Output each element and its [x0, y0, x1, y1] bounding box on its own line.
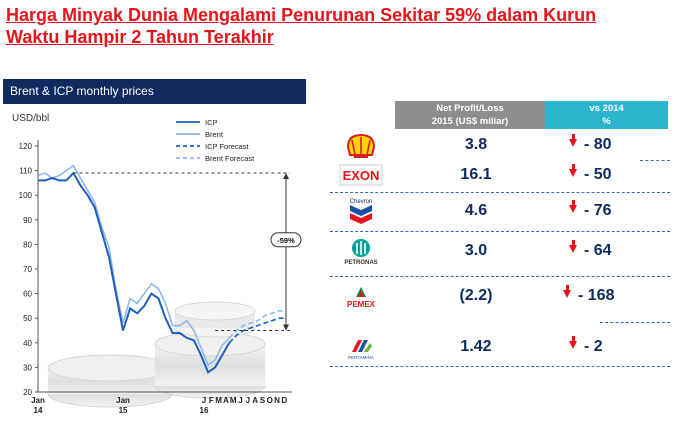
legend-entry: ICP Forecast — [205, 142, 250, 151]
y-tick-label: 40 — [23, 339, 32, 348]
pemex-wordmark: PEMEX — [347, 300, 376, 309]
y-tick-label: 110 — [19, 167, 32, 176]
y-tick-label: 60 — [23, 290, 32, 299]
row-divider — [330, 231, 670, 232]
x-tick-label: M — [215, 396, 222, 405]
x-tick-label: J — [202, 396, 206, 405]
down-arrow-icon — [563, 285, 571, 298]
row-divider — [330, 366, 670, 367]
x-tick-label: A — [252, 396, 258, 405]
change-annotation: -59% — [73, 172, 302, 331]
change-value: - 76 — [584, 202, 612, 219]
change-value: - 168 — [578, 287, 615, 304]
table-row: Chevron 4.6 - 76 — [326, 196, 671, 226]
down-arrow-icon — [569, 240, 577, 253]
x-tick-label: S — [260, 396, 266, 405]
legend-entry: Brent — [205, 130, 224, 139]
net-profit-value: 1.42 — [460, 338, 492, 355]
annotation-badge — [270, 232, 302, 248]
annotation-arrow-head-up — [283, 173, 289, 180]
change-value: - 2 — [584, 338, 603, 355]
down-arrow-icon — [569, 200, 577, 213]
annotation-label: -59% — [277, 236, 295, 245]
row-divider — [600, 322, 670, 323]
table-row: EXON 16.1 - 50 — [326, 160, 671, 190]
y-tick-label: 30 — [23, 363, 32, 372]
x-tick-year: 16 — [200, 406, 209, 415]
net-profit-value: (2.2) — [459, 287, 493, 304]
pertamina-wordmark: PERTAMINA — [348, 355, 374, 360]
y-tick-label: 50 — [23, 314, 32, 323]
petronas-logo: PETRONAS — [344, 239, 378, 266]
x-tick-label: M — [230, 396, 237, 405]
net-profit-value: 16.1 — [460, 166, 492, 183]
series-line-brent — [37, 164, 230, 367]
row-divider — [330, 192, 670, 193]
chevron-logo: Chevron — [350, 199, 373, 224]
legend-entry: ICP — [205, 118, 218, 127]
series-line-icp — [38, 171, 231, 374]
slide-title-line-2: Waktu Hampir 2 Tahun Terakhir — [6, 27, 274, 47]
chevron-wordmark: Chevron — [350, 199, 373, 205]
x-tick-label: J — [238, 396, 242, 405]
table-row: PEMEX (2.2) - 168 — [326, 281, 671, 311]
down-arrow-icon — [569, 336, 577, 349]
x-tick-label: O — [267, 396, 273, 405]
petronas-wordmark: PETRONAS — [344, 260, 377, 266]
row-divider — [640, 160, 670, 161]
coins-backdrop — [47, 301, 266, 408]
series-line-brent-forecast — [228, 310, 286, 339]
legend-entry: Brent Forecast — [205, 154, 255, 163]
series-line-icp-forecast — [228, 317, 286, 344]
shell-logo — [346, 133, 376, 158]
net-profit-value: 3.0 — [464, 242, 488, 259]
x-tick-label: J — [246, 396, 250, 405]
x-tick-label: N — [274, 396, 280, 405]
change-column-header: vs 2014 % — [545, 101, 668, 129]
table-row: PETRONAS 3.0 - 64 — [326, 236, 671, 266]
row-divider — [330, 276, 670, 277]
profit-column-header: Net Profit/Loss 2015 (US$ miliar) — [395, 101, 545, 129]
y-tick-label: 90 — [23, 216, 32, 225]
y-tick-label: 70 — [23, 265, 32, 274]
price-chart: USD/bbl 2030405060708090100110120Jan14Ja… — [12, 113, 302, 415]
chart-legend: ICP Brent ICP Forecast Brent Forecast — [176, 118, 255, 163]
slide-title: Harga Minyak Dunia Mengalami Penurunan S… — [6, 4, 676, 48]
x-tick-year: 15 — [119, 406, 128, 415]
change-value: - 80 — [584, 136, 612, 153]
y-axis-label: USD/bbl — [12, 113, 49, 124]
x-tick-label: Jan — [116, 396, 130, 405]
net-profit-value: 4.6 — [464, 202, 488, 219]
y-tick-label: 120 — [19, 142, 33, 151]
annotation-arrow-head-down — [283, 324, 289, 331]
exxon-logo: EXON — [339, 164, 383, 186]
x-tick-label: F — [209, 396, 214, 405]
pemex-logo: PEMEX — [347, 287, 376, 309]
y-tick-label: 100 — [19, 191, 33, 200]
change-value: - 64 — [584, 242, 612, 259]
down-arrow-icon — [569, 134, 577, 147]
net-profit-value: 3.8 — [464, 136, 488, 153]
down-arrow-icon — [569, 164, 577, 177]
y-tick-label: 20 — [23, 388, 32, 397]
x-tick-year: 14 — [34, 406, 43, 415]
pertamina-logo: PERTAMINA — [348, 340, 374, 360]
x-tick-label: A — [223, 396, 229, 405]
series-group — [37, 164, 286, 374]
table-row: PERTAMINA 1.42 - 2 — [326, 332, 671, 362]
slide-title-line-1: Harga Minyak Dunia Mengalami Penurunan S… — [6, 5, 597, 25]
chart-title: Brent & ICP monthly prices — [3, 79, 306, 104]
x-tick-label: D — [281, 396, 287, 405]
x-tick-label: Jan — [31, 396, 45, 405]
change-value: - 50 — [584, 166, 612, 183]
table-row: 3.8 - 80 — [326, 130, 671, 160]
y-tick-label: 80 — [23, 240, 32, 249]
exxon-wordmark: EXON — [343, 168, 380, 183]
